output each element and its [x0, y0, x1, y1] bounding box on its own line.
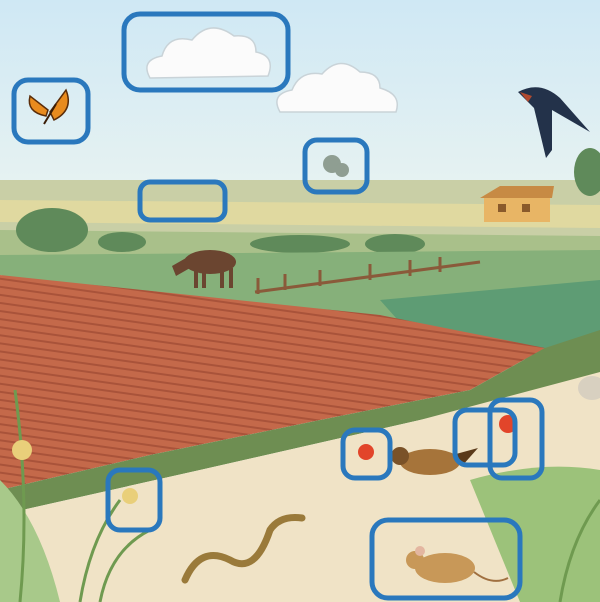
scene	[0, 0, 600, 602]
house	[480, 186, 554, 222]
page	[0, 0, 600, 602]
